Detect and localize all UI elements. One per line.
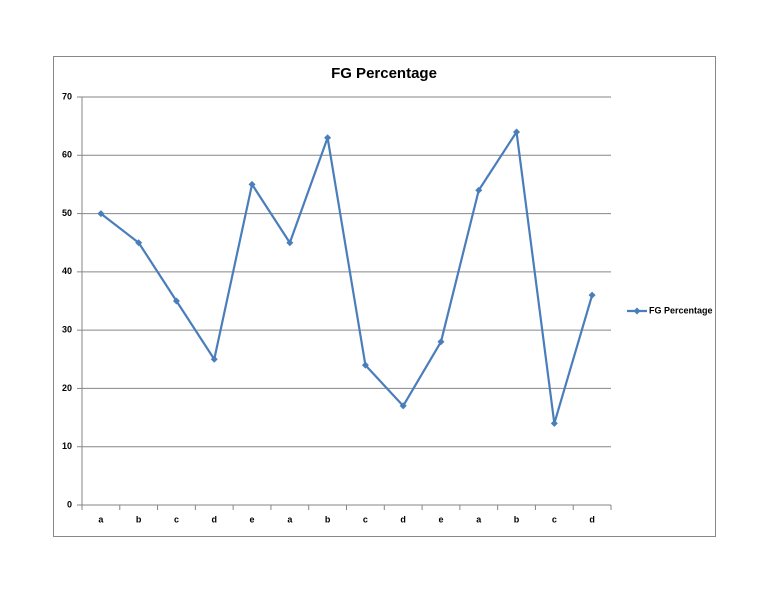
- y-tick-label: 60: [62, 150, 72, 160]
- data-point: [475, 186, 483, 194]
- x-tick-label: e: [438, 514, 443, 524]
- x-tick-label: b: [325, 514, 331, 524]
- data-point: [210, 355, 218, 363]
- legend-marker: [633, 307, 641, 315]
- x-tick-label: a: [98, 514, 104, 524]
- data-point: [324, 134, 332, 142]
- chart-frame: [53, 56, 716, 537]
- series-line: [100, 130, 594, 425]
- data-point: [97, 210, 105, 218]
- x-tick-label: d: [589, 514, 595, 524]
- legend-label: FG Percentage: [649, 305, 713, 315]
- x-tick-label: b: [136, 514, 142, 524]
- y-tick-label: 70: [62, 91, 72, 101]
- data-point: [135, 239, 143, 247]
- x-tick-label: d: [212, 514, 218, 524]
- y-tick-label: 0: [67, 499, 72, 509]
- chart-title: FG Percentage: [331, 65, 437, 82]
- data-point: [588, 291, 596, 299]
- data-point: [172, 297, 180, 305]
- x-tick-label: c: [363, 514, 368, 524]
- x-tick-label: d: [400, 514, 406, 524]
- x-tick-label: a: [287, 514, 293, 524]
- y-tick-label: 20: [62, 383, 72, 393]
- data-point: [437, 338, 445, 346]
- y-tick-label: 30: [62, 325, 72, 335]
- x-tick-label: c: [552, 514, 557, 524]
- data-point: [248, 180, 256, 188]
- x-tick-label: e: [250, 514, 255, 524]
- x-tick-label: b: [514, 514, 520, 524]
- x-tick-label: c: [174, 514, 179, 524]
- y-tick-label: 50: [62, 208, 72, 218]
- data-point: [399, 402, 407, 410]
- data-point: [286, 239, 294, 247]
- x-tick-label: a: [476, 514, 482, 524]
- data-point: [513, 128, 521, 136]
- y-tick-label: 40: [62, 266, 72, 276]
- data-point: [361, 361, 369, 369]
- data-point: [550, 419, 558, 427]
- y-tick-label: 10: [62, 441, 72, 451]
